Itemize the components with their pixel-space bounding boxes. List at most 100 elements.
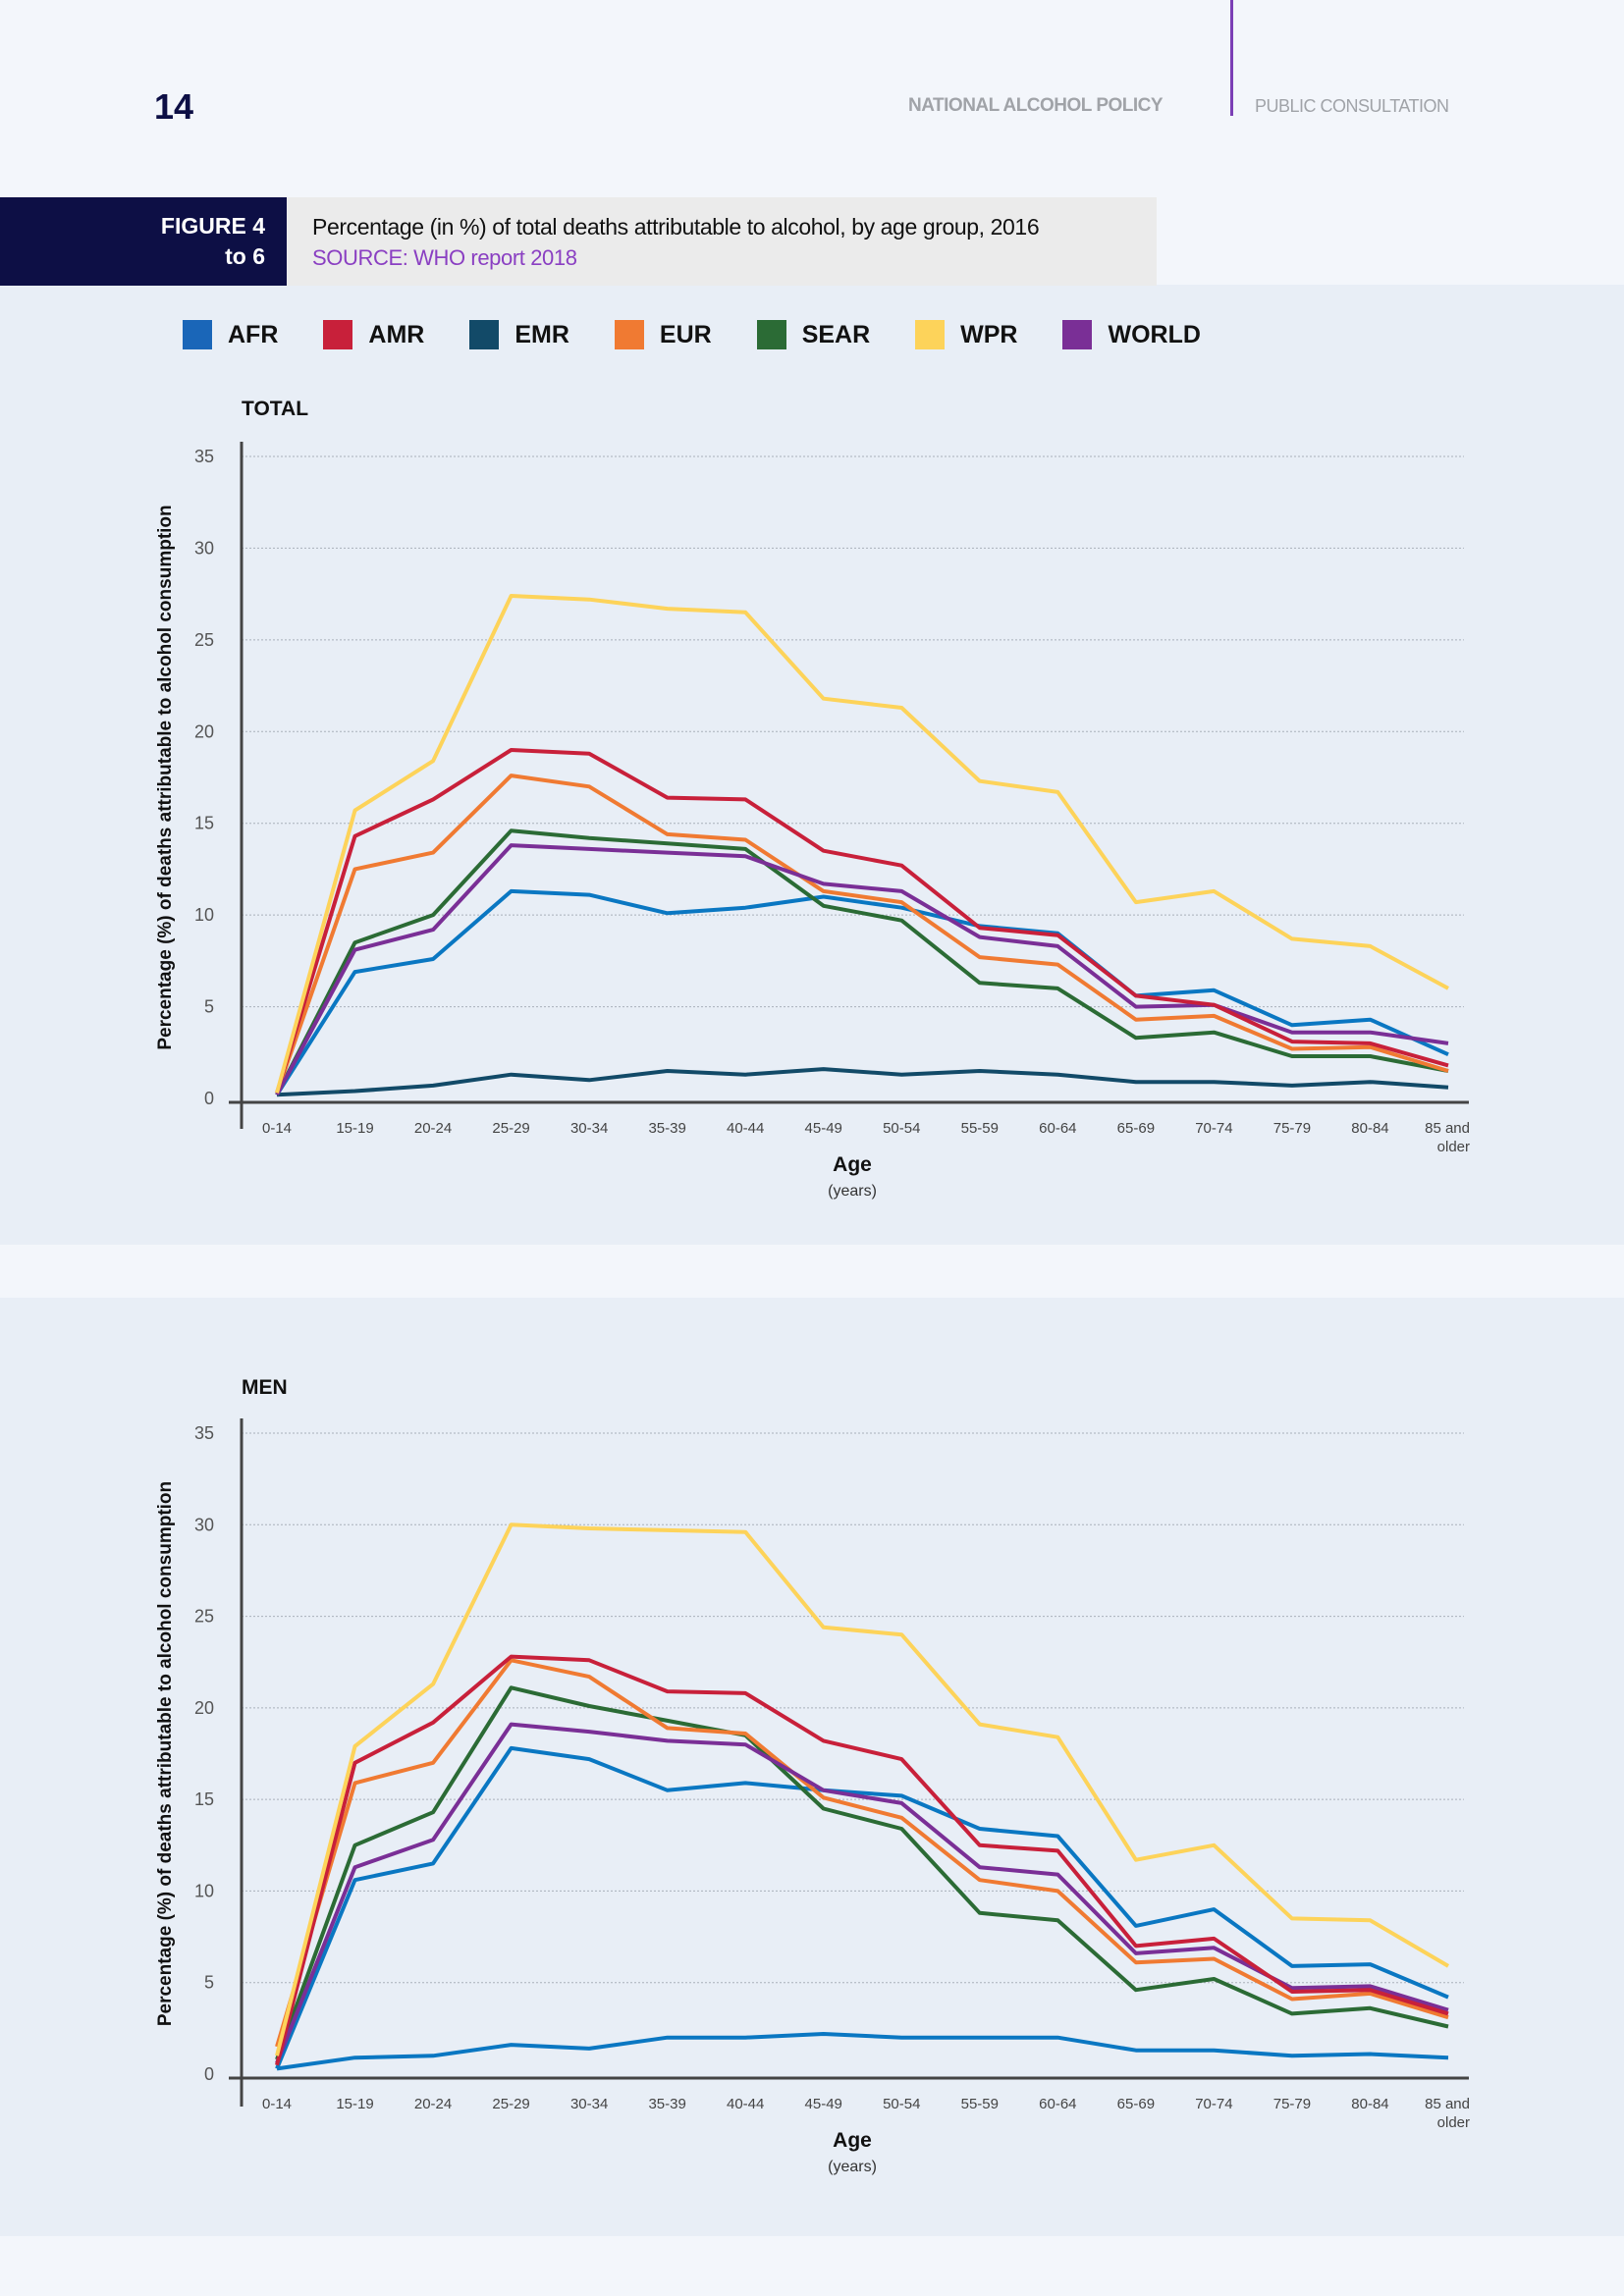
- x-tick-label: 50-54: [883, 1120, 920, 1137]
- x-tick-label: 0-14: [262, 1120, 292, 1137]
- x-tick-label: 70-74: [1195, 1120, 1232, 1137]
- chart-title: TOTAL: [242, 398, 308, 420]
- figure-title: Percentage (in %) of total deaths attrib…: [312, 214, 1040, 240]
- chart-men: MEN 0 5 10 15 20 25 30 35 0-14 15-19 20-24 25-29 30-3…: [155, 1376, 1470, 2175]
- x-tick-label: 85 and older: [1425, 1120, 1470, 1155]
- legend-item-eur: EUR: [614, 320, 712, 349]
- document-title: NATIONAL ALCOHOL POLICY: [908, 95, 1164, 116]
- legend-item-amr: AMR: [323, 320, 424, 349]
- legend-item-world: WORLD: [1062, 320, 1201, 349]
- legend-label: WORLD: [1108, 320, 1201, 348]
- series-line-wpr: [275, 594, 1449, 1094]
- figure-label-line1: FIGURE 4: [160, 213, 265, 239]
- x-tick-label: 65-69: [1117, 2096, 1155, 2112]
- series-line-amr: [275, 748, 1449, 1094]
- series-line-wpr: [275, 1522, 1450, 2056]
- y-tick-label: 0: [204, 2064, 214, 2084]
- legend-swatch: [183, 320, 212, 349]
- chart-panel-men: [0, 1298, 1624, 2236]
- y-tick-label: 15: [194, 1789, 214, 1809]
- series-line-amr: [275, 1654, 1449, 2066]
- x-axis-title: Age: [833, 2129, 872, 2152]
- x-tick-label: 70-74: [1195, 2096, 1232, 2112]
- figure-label: FIGURE 4 to 6: [0, 197, 287, 286]
- x-tick-label: 30-34: [570, 1120, 608, 1137]
- legend-item-emr: EMR: [469, 320, 569, 349]
- x-tick-label: 25-29: [492, 1120, 529, 1137]
- series-line-afr: [275, 1745, 1449, 2070]
- x-tick-label: 60-64: [1039, 2096, 1076, 2112]
- y-tick-label: 0: [204, 1089, 214, 1108]
- chart-title: MEN: [242, 1376, 288, 1399]
- y-axis-title: Percentage (%) of deaths attributable to…: [155, 1481, 176, 2026]
- y-tick-label: 10: [194, 905, 214, 925]
- x-tick-label: 20-24: [414, 1120, 452, 1137]
- y-tick-label: 30: [194, 1515, 214, 1534]
- x-axis-subtitle: (years): [828, 1183, 877, 1200]
- chart-total: TOTAL 0 5 10 15 20 25 30 35 0-14 15-19 20-24 25-29 30…: [155, 398, 1470, 1200]
- legend-label: EUR: [659, 320, 712, 348]
- x-tick-label: 60-64: [1039, 1120, 1076, 1137]
- y-tick-label: 10: [194, 1881, 214, 1900]
- y-tick-label: 15: [194, 814, 214, 833]
- y-tick-label: 5: [204, 997, 214, 1017]
- x-tick-label: 85 and older: [1425, 2096, 1470, 2131]
- x-tick-label: 20-24: [414, 2096, 452, 2112]
- y-tick-label: 20: [194, 1698, 214, 1718]
- legend-swatch: [614, 320, 644, 349]
- x-tick-label: 55-59: [961, 2096, 999, 2112]
- document-subtitle: PUBLIC CONSULTATION: [1255, 96, 1449, 116]
- figure-label-line2: to 6: [225, 243, 265, 269]
- legend-label: WPR: [960, 320, 1018, 348]
- series-line-emr: [276, 2032, 1449, 2071]
- legend-swatch: [1062, 320, 1093, 349]
- page-number: 14: [154, 86, 194, 127]
- x-tick-label: 25-29: [492, 2096, 529, 2112]
- x-tick-label: 45-49: [805, 2096, 842, 2112]
- legend-item-wpr: WPR: [915, 320, 1017, 349]
- legend-label: EMR: [514, 320, 569, 348]
- figure-source: SOURCE: WHO report 2018: [312, 245, 577, 270]
- x-tick-label: 75-79: [1273, 2096, 1311, 2112]
- header-divider: [1230, 0, 1233, 116]
- legend-label: AMR: [368, 320, 425, 348]
- legend-item-afr: AFR: [183, 320, 278, 349]
- series-line-eur: [275, 774, 1449, 1095]
- x-tick-label: 50-54: [883, 2096, 920, 2112]
- series-line-world: [275, 1722, 1449, 2064]
- series-line-afr: [275, 888, 1449, 1096]
- y-tick-label: 25: [194, 1607, 214, 1627]
- x-tick-label: 35-39: [648, 1120, 685, 1137]
- x-tick-label: 0-14: [262, 2096, 292, 2112]
- legend-swatch: [323, 320, 353, 349]
- series-line-emr: [276, 1067, 1449, 1097]
- legend: AFR AMR EMR EUR SEAR WPR WORLD: [183, 320, 1246, 349]
- x-tick-label: 30-34: [570, 2096, 608, 2112]
- x-tick-label: 65-69: [1117, 1120, 1155, 1137]
- x-tick-label: 75-79: [1273, 1120, 1311, 1137]
- y-tick-label: 25: [194, 630, 214, 650]
- x-tick-label: 55-59: [961, 1120, 999, 1137]
- y-tick-label: 20: [194, 721, 214, 741]
- x-tick-label: 80-84: [1351, 2096, 1388, 2112]
- series-line-sear: [275, 1685, 1449, 2060]
- legend-label: AFR: [228, 320, 279, 348]
- x-tick-label: 15-19: [336, 2096, 373, 2112]
- x-tick-label: 15-19: [336, 1120, 373, 1137]
- x-axis-subtitle: (years): [828, 2159, 877, 2175]
- x-tick-label: 40-44: [727, 1120, 764, 1137]
- series-line-sear: [275, 828, 1449, 1096]
- legend-label: SEAR: [801, 320, 871, 348]
- series-line-world: [275, 843, 1449, 1096]
- y-tick-label: 35: [194, 1423, 214, 1443]
- x-tick-label: 80-84: [1351, 1120, 1388, 1137]
- legend-swatch: [915, 320, 946, 349]
- legend-item-sear: SEAR: [756, 320, 871, 349]
- legend-swatch: [469, 320, 500, 349]
- series-line-eur: [275, 1658, 1449, 2048]
- x-axis-title: Age: [833, 1153, 872, 1176]
- y-tick-label: 35: [194, 447, 214, 466]
- x-tick-label: 35-39: [648, 2096, 685, 2112]
- y-tick-label: 5: [204, 1973, 214, 1993]
